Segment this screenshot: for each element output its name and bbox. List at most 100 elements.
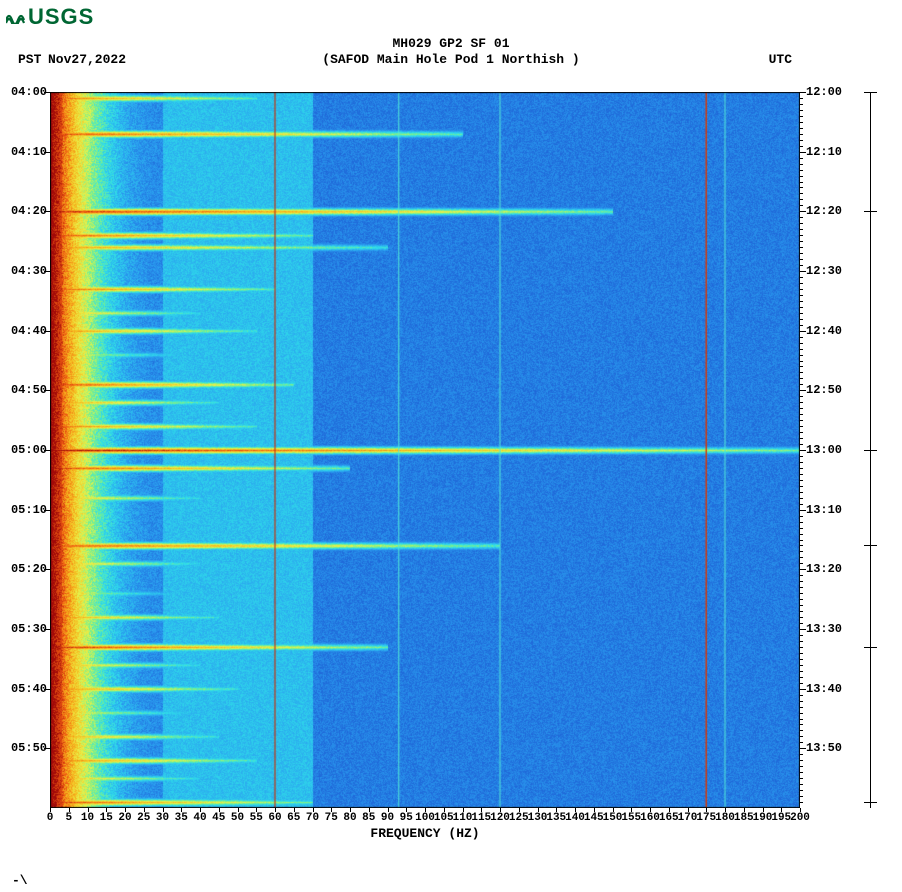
minor-tick bbox=[800, 277, 803, 278]
tick-mark bbox=[800, 510, 806, 511]
minor-tick bbox=[800, 504, 803, 505]
x-tick-label: 75 bbox=[325, 812, 338, 824]
logo-text: USGS bbox=[28, 4, 94, 30]
x-tick-mark bbox=[706, 808, 707, 812]
minor-tick bbox=[800, 128, 803, 129]
y-tick-left: 04:30 bbox=[3, 264, 47, 278]
y-tick-left: 04:10 bbox=[3, 145, 47, 159]
minor-tick bbox=[800, 247, 803, 248]
y-tick-right: 13:20 bbox=[806, 562, 842, 576]
minor-tick bbox=[800, 307, 803, 308]
tick-mark bbox=[800, 271, 806, 272]
minor-tick bbox=[800, 671, 803, 672]
side-trace-tick bbox=[864, 211, 877, 212]
minor-tick bbox=[800, 229, 803, 230]
x-tick-label: 180 bbox=[715, 812, 735, 824]
minor-tick bbox=[800, 516, 803, 517]
minor-tick bbox=[800, 396, 803, 397]
minor-tick bbox=[800, 492, 803, 493]
minor-tick bbox=[800, 599, 803, 600]
minor-tick bbox=[800, 301, 803, 302]
minor-tick bbox=[800, 659, 803, 660]
x-tick-label: 140 bbox=[565, 812, 585, 824]
minor-tick bbox=[800, 146, 803, 147]
x-tick-label: 5 bbox=[65, 812, 72, 824]
minor-tick bbox=[800, 653, 803, 654]
minor-tick bbox=[800, 98, 803, 99]
x-tick-label: 150 bbox=[603, 812, 623, 824]
x-tick-mark bbox=[388, 808, 389, 812]
minor-tick bbox=[800, 754, 803, 755]
x-tick-mark bbox=[350, 808, 351, 812]
minor-tick bbox=[800, 695, 803, 696]
minor-tick bbox=[800, 313, 803, 314]
x-tick-label: 90 bbox=[381, 812, 394, 824]
minor-tick bbox=[800, 337, 803, 338]
x-tick-mark bbox=[294, 808, 295, 812]
minor-tick bbox=[800, 235, 803, 236]
tick-mark bbox=[44, 510, 50, 511]
x-tick-label: 95 bbox=[400, 812, 413, 824]
minor-tick bbox=[800, 361, 803, 362]
minor-tick bbox=[800, 176, 803, 177]
tick-mark bbox=[44, 331, 50, 332]
x-tick-mark bbox=[800, 808, 801, 812]
minor-tick bbox=[800, 742, 803, 743]
y-tick-left: 05:40 bbox=[3, 682, 47, 696]
minor-tick bbox=[800, 772, 803, 773]
minor-tick bbox=[800, 402, 803, 403]
minor-tick bbox=[800, 605, 803, 606]
x-tick-mark bbox=[88, 808, 89, 812]
minor-tick bbox=[800, 444, 803, 445]
tick-mark bbox=[44, 152, 50, 153]
x-tick-mark bbox=[500, 808, 501, 812]
x-tick-label: 165 bbox=[659, 812, 679, 824]
side-trace-tick bbox=[864, 647, 877, 648]
x-tick-mark bbox=[181, 808, 182, 812]
minor-tick bbox=[800, 796, 803, 797]
minor-tick bbox=[800, 593, 803, 594]
minor-tick bbox=[800, 349, 803, 350]
minor-tick bbox=[800, 641, 803, 642]
minor-tick bbox=[800, 760, 803, 761]
minor-tick bbox=[800, 617, 803, 618]
minor-tick bbox=[800, 283, 803, 284]
y-tick-right: 12:40 bbox=[806, 324, 842, 338]
minor-tick bbox=[800, 683, 803, 684]
x-tick-label: 125 bbox=[509, 812, 529, 824]
y-tick-left: 04:50 bbox=[3, 383, 47, 397]
x-tick-label: 20 bbox=[118, 812, 131, 824]
tick-mark bbox=[800, 569, 806, 570]
x-tick-label: 110 bbox=[453, 812, 473, 824]
minor-tick bbox=[800, 259, 803, 260]
x-tick-mark bbox=[238, 808, 239, 812]
side-trace-tick bbox=[864, 450, 877, 451]
x-tick-mark bbox=[313, 808, 314, 812]
right-tz-label: UTC bbox=[769, 52, 792, 67]
y-tick-left: 05:10 bbox=[3, 503, 47, 517]
x-tick-label: 190 bbox=[753, 812, 773, 824]
minor-tick bbox=[800, 486, 803, 487]
x-tick-label: 200 bbox=[790, 812, 810, 824]
minor-tick bbox=[800, 355, 803, 356]
x-tick-mark bbox=[556, 808, 557, 812]
minor-tick bbox=[800, 122, 803, 123]
y-tick-right: 13:00 bbox=[806, 443, 842, 457]
minor-tick bbox=[800, 104, 803, 105]
minor-tick bbox=[800, 778, 803, 779]
y-tick-right: 13:40 bbox=[806, 682, 842, 696]
x-tick-mark bbox=[219, 808, 220, 812]
tick-mark bbox=[44, 390, 50, 391]
usgs-logo: USGS bbox=[6, 4, 94, 30]
y-tick-right: 12:10 bbox=[806, 145, 842, 159]
x-tick-mark bbox=[763, 808, 764, 812]
x-tick-mark bbox=[669, 808, 670, 812]
minor-tick bbox=[800, 480, 803, 481]
x-tick-mark bbox=[481, 808, 482, 812]
minor-tick bbox=[800, 730, 803, 731]
minor-tick bbox=[800, 766, 803, 767]
minor-tick bbox=[800, 193, 803, 194]
minor-tick bbox=[800, 587, 803, 588]
minor-tick bbox=[800, 199, 803, 200]
y-tick-right: 13:50 bbox=[806, 741, 842, 755]
